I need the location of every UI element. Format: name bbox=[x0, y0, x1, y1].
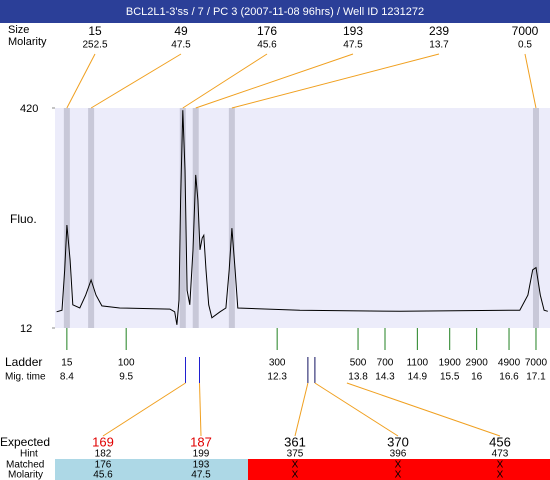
matched-molarity: 47.5 bbox=[191, 470, 211, 480]
hint-size: 182 bbox=[95, 449, 112, 460]
expected-connector bbox=[102, 382, 186, 437]
ladder-time: 9.5 bbox=[119, 372, 133, 383]
matched-molarity: 45.6 bbox=[93, 470, 113, 480]
ladder-size: 4900 bbox=[498, 358, 521, 369]
ladder-time: 14.3 bbox=[375, 372, 395, 383]
matched-cell bbox=[152, 459, 248, 480]
hint-size: 375 bbox=[287, 449, 304, 460]
ladder-time: 12.3 bbox=[267, 372, 287, 383]
ladder-size: 700 bbox=[377, 358, 394, 369]
peak-molarity: 0.5 bbox=[518, 40, 532, 51]
expected-connector bbox=[346, 382, 501, 437]
ladder-time: 13.8 bbox=[348, 372, 368, 383]
expected-label: Expected bbox=[0, 435, 50, 449]
peak-connector bbox=[66, 53, 96, 109]
ladder-time: 16 bbox=[471, 372, 483, 383]
ladder-size: 1100 bbox=[407, 358, 429, 369]
title: BCL2L1-3'ss / 7 / PC 3 (2007-11-08 96hrs… bbox=[126, 6, 424, 18]
peak-band bbox=[88, 108, 95, 328]
peak-band bbox=[228, 108, 235, 328]
matched-molarity: X bbox=[292, 470, 299, 480]
expected-connector bbox=[294, 382, 309, 437]
hint-label: Hint bbox=[20, 449, 38, 460]
matched-size: X bbox=[497, 460, 504, 471]
peak-connector bbox=[231, 53, 440, 109]
peak-size: 49 bbox=[174, 24, 188, 38]
matched-molarity: X bbox=[497, 470, 504, 480]
title-bar bbox=[0, 0, 550, 23]
peak-size: 239 bbox=[429, 24, 449, 38]
expected-size: 370 bbox=[387, 434, 409, 449]
peak-band bbox=[532, 108, 539, 328]
expected-connector bbox=[314, 382, 399, 437]
molarity-label: Molarity bbox=[8, 36, 47, 48]
matched-cell bbox=[55, 459, 152, 480]
expected-size: 169 bbox=[92, 434, 114, 449]
peak-size: 7000 bbox=[512, 24, 539, 38]
expected-size: 187 bbox=[190, 434, 212, 449]
peak-size: 176 bbox=[257, 24, 277, 38]
peak-molarity: 252.5 bbox=[82, 40, 107, 51]
y-axis-label: Fluo. bbox=[10, 212, 37, 226]
peak-molarity: 47.5 bbox=[171, 40, 191, 51]
expected-connector bbox=[199, 382, 202, 437]
matched-size: X bbox=[292, 460, 299, 471]
trace bbox=[56, 110, 548, 325]
peak-size: 193 bbox=[343, 24, 363, 38]
peak-band bbox=[192, 108, 199, 328]
y-tick-label: 420 bbox=[20, 103, 38, 115]
peak-band bbox=[179, 108, 186, 328]
matched-size: X bbox=[395, 460, 402, 471]
ladder-size: 500 bbox=[350, 358, 367, 369]
ladder-size: 100 bbox=[118, 358, 135, 369]
hint-size: 199 bbox=[193, 449, 210, 460]
matched-molarity-label: Molarity bbox=[8, 470, 43, 480]
matched-label: Matched bbox=[6, 460, 44, 471]
ladder-size: 300 bbox=[269, 358, 286, 369]
ladder-time: 8.4 bbox=[60, 372, 74, 383]
peak-connector bbox=[90, 53, 182, 109]
peak-molarity: 45.6 bbox=[257, 40, 277, 51]
ladder-size: 2900 bbox=[466, 358, 489, 369]
peak-size: 15 bbox=[88, 24, 102, 38]
hint-size: 396 bbox=[390, 449, 407, 460]
matched-size: 176 bbox=[95, 460, 112, 471]
peak-band bbox=[63, 108, 70, 328]
hint-size: 473 bbox=[492, 449, 509, 460]
size-label: Size bbox=[8, 24, 29, 36]
ladder-time: 15.5 bbox=[440, 372, 460, 383]
peak-connector bbox=[182, 53, 268, 109]
matched-cell bbox=[346, 459, 449, 480]
plot-area bbox=[55, 108, 550, 328]
expected-size: 456 bbox=[489, 434, 511, 449]
ladder-time: 17.1 bbox=[526, 372, 546, 383]
ladder-size: 7000 bbox=[525, 358, 548, 369]
matched-size: 193 bbox=[193, 460, 210, 471]
ladder-label: Ladder bbox=[5, 355, 42, 369]
peak-molarity: 47.5 bbox=[343, 40, 363, 51]
y-tick-label: 12 bbox=[20, 323, 32, 335]
matched-cell bbox=[248, 459, 347, 480]
ladder-size: 15 bbox=[61, 358, 73, 369]
ladder-time: 14.9 bbox=[408, 372, 428, 383]
ladder-time: 16.6 bbox=[499, 372, 519, 383]
ladder-size: 1900 bbox=[439, 358, 462, 369]
peak-connector bbox=[195, 53, 354, 109]
peak-connector bbox=[524, 53, 537, 109]
expected-size: 361 bbox=[284, 434, 306, 449]
matched-cell bbox=[449, 459, 550, 480]
peak-molarity: 13.7 bbox=[429, 40, 449, 51]
mig-time-label: Mig. time bbox=[5, 372, 46, 383]
matched-molarity: X bbox=[395, 470, 402, 480]
